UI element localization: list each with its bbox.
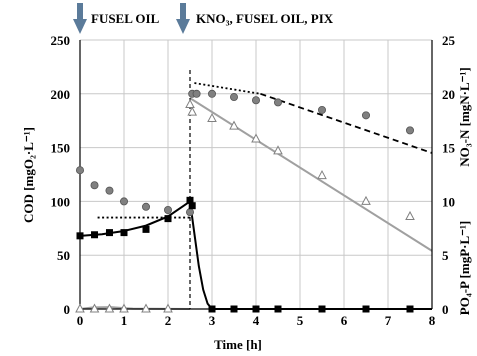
y-right-tick-label: 5 (442, 248, 449, 263)
data-point-circle (207, 89, 216, 98)
data-point-square (252, 305, 260, 313)
series-line-solid (189, 97, 433, 252)
y-axis-right-top-title: NO₃-N [mgN·L⁻¹] (457, 67, 472, 167)
data-point-circle (192, 89, 201, 98)
x-tick-label: 4 (253, 313, 260, 328)
data-point-square (164, 215, 172, 223)
x-tick-label: 1 (121, 313, 128, 328)
data-point-triangle (119, 303, 129, 313)
data-points (75, 89, 415, 313)
y-axis-left-title: COD [mgO₂·L⁻¹] (21, 127, 36, 223)
y-left-tick-label: 100 (51, 194, 71, 209)
data-point-triangle (229, 120, 239, 130)
annotation-fusel-oil: FUSEL OIL (91, 11, 160, 26)
data-point-square (120, 229, 128, 237)
data-point-circle (120, 197, 129, 206)
arrow-fusel-oil (73, 3, 87, 34)
data-point-square (230, 305, 238, 313)
data-point-triangle (75, 303, 85, 313)
data-point-triangle (185, 98, 195, 109)
series-line-solid (79, 200, 191, 237)
x-tick-label: 5 (297, 313, 304, 328)
data-point-circle (229, 93, 238, 102)
data-point-triangle (361, 195, 371, 205)
series-line-dashed (260, 92, 433, 154)
data-point-square (186, 196, 194, 204)
data-point-triangle (187, 106, 198, 116)
data-point-circle (90, 181, 99, 190)
annotation-kno3-fusel-oil-pix: KNO₃, FUSEL OIL, PIX (196, 11, 334, 26)
data-point-circle (185, 208, 194, 217)
data-point-square (76, 232, 84, 240)
data-point-triangle (251, 133, 261, 143)
data-point-square (188, 202, 196, 210)
series-line-dotted (194, 82, 261, 95)
arrow-kno3 (176, 3, 190, 34)
x-tick-label: 0 (77, 313, 84, 328)
data-point-triangle (163, 303, 173, 313)
y-right-tick-label: 20 (442, 87, 455, 102)
y-right-tick-label: 0 (442, 302, 449, 317)
data-point-circle (273, 98, 282, 107)
data-point-circle (251, 96, 260, 105)
data-point-circle (163, 206, 172, 215)
data-point-triangle (405, 210, 415, 220)
data-point-square (142, 225, 150, 233)
y-right-tick-label: 10 (442, 194, 455, 209)
y-left-tick-label: 0 (64, 302, 71, 317)
grid (80, 39, 432, 309)
data-point-square (91, 231, 99, 239)
y-left-tick-label: 200 (51, 87, 71, 102)
x-tick-label: 6 (341, 313, 348, 328)
data-point-circle (76, 166, 85, 175)
data-point-square (208, 305, 216, 313)
data-point-square (274, 305, 282, 313)
y-left-tick-label: 250 (51, 33, 71, 48)
data-point-circle (141, 202, 150, 211)
y-right-tick-label: 15 (442, 141, 456, 156)
data-point-circle (405, 126, 414, 135)
x-tick-label: 2 (165, 313, 172, 328)
data-point-circle (361, 111, 370, 120)
data-point-triangle (273, 145, 283, 155)
x-tick-label: 8 (429, 313, 436, 328)
x-axis-title: Time [h] (214, 337, 262, 352)
y-axis-right-bottom-title: PO₄-P [mgP·L⁻¹] (457, 221, 472, 315)
data-point-circle (105, 186, 114, 195)
y-left-tick-label: 50 (57, 248, 70, 263)
data-point-triangle (104, 303, 115, 313)
data-point-square (318, 305, 326, 313)
annotations: FUSEL OIL KNO₃, FUSEL OIL, PIX (73, 3, 334, 34)
data-point-square (105, 229, 113, 237)
data-point-triangle (89, 303, 100, 313)
x-tick-label: 3 (209, 313, 216, 328)
data-point-square (406, 305, 414, 313)
y-right-tick-label: 25 (442, 33, 456, 48)
data-point-circle (317, 105, 326, 114)
data-point-triangle (317, 170, 327, 180)
data-point-triangle (141, 303, 151, 313)
data-point-square (362, 305, 370, 313)
data-point-triangle (207, 112, 217, 123)
x-tick-label: 7 (385, 313, 392, 328)
y-left-tick-label: 150 (51, 141, 71, 156)
